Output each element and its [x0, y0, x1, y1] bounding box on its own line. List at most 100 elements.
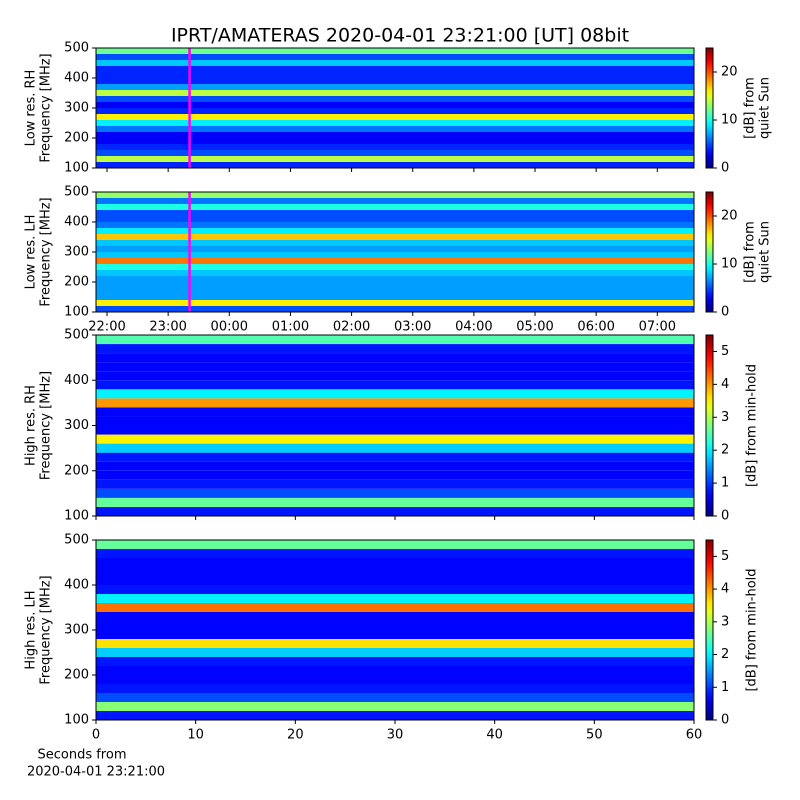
heatmap-cell	[96, 344, 694, 354]
y-tick-label: 200	[64, 463, 89, 478]
heatmap-cell	[96, 461, 694, 471]
x-tick-label: 20	[287, 728, 304, 743]
heatmap-cell	[96, 120, 694, 126]
heatmap-cell	[96, 54, 694, 60]
heatmap-cell	[96, 294, 694, 300]
heatmap-cell	[96, 648, 694, 657]
heatmap-cell	[96, 270, 694, 276]
y-axis-label: Low res. RH	[24, 70, 39, 147]
heatmap-cell	[96, 96, 694, 102]
chart-title: IPRT/AMATERAS 2020-04-01 23:21:00 [UT] 0…	[171, 25, 629, 47]
heatmap-cell	[96, 126, 694, 132]
heatmap-cell	[96, 702, 694, 711]
x-tick-label: 60	[686, 728, 703, 743]
heatmap-cell	[96, 549, 694, 558]
y-tick-label: 400	[64, 578, 89, 593]
heatmap-cell	[96, 198, 694, 204]
y-tick-label: 200	[64, 668, 89, 683]
y-tick-label: 400	[64, 373, 89, 388]
y-tick-label: 400	[64, 215, 89, 230]
y-tick-label: 100	[64, 713, 89, 728]
heatmap-cell	[96, 711, 694, 720]
heatmap-cell	[96, 470, 694, 480]
heatmap-cell	[96, 204, 694, 210]
heatmap-cell	[96, 264, 694, 270]
y-tick-label: 100	[64, 509, 89, 524]
colorbar	[705, 191, 714, 313]
colorbar-tick-label: 0	[721, 161, 729, 176]
heatmap-cell	[96, 288, 694, 294]
heatmap-cell	[96, 621, 694, 630]
heatmap-cell	[96, 138, 694, 144]
colorbar-label: [dB] from min-hold	[745, 568, 760, 691]
colorbar-label: [dB] from	[743, 221, 758, 283]
x-tick-label: 05:00	[516, 320, 553, 335]
heatmap-cell	[96, 362, 694, 372]
heatmap-cell	[96, 132, 694, 138]
heatmap-cell	[96, 234, 694, 240]
heatmap-cell	[96, 240, 694, 246]
heatmap-cell	[96, 72, 694, 78]
heatmap-cell	[96, 108, 694, 114]
y-tick-label: 500	[64, 41, 89, 56]
x-tick-label: 07:00	[639, 320, 676, 335]
x-tick-label: 02:00	[333, 320, 370, 335]
heatmap-cell	[96, 210, 694, 216]
y-axis-label: Frequency [MHz]	[39, 53, 54, 162]
x-axis-label: Seconds from	[37, 748, 126, 763]
heatmap-cell	[96, 252, 694, 258]
x-tick-label: 10	[187, 728, 204, 743]
heatmap-cell	[96, 276, 694, 282]
colorbar	[705, 334, 714, 517]
colorbar-tick-label: 20	[721, 65, 738, 80]
heatmap-cell	[96, 222, 694, 228]
heatmap-cell	[96, 60, 694, 66]
y-tick-label: 300	[64, 623, 89, 638]
y-tick-label: 400	[64, 71, 89, 86]
y-axis-label: Frequency [MHz]	[39, 575, 54, 684]
heatmap-cell	[96, 434, 694, 444]
y-tick-label: 100	[64, 161, 89, 176]
heatmap-cell	[96, 335, 694, 345]
heatmap-cell	[96, 594, 694, 603]
heatmap-cell	[96, 48, 694, 54]
colorbar-tick-label: 3	[721, 614, 729, 629]
y-axis-label: High res. RH	[24, 385, 39, 466]
heatmap-cell	[96, 567, 694, 576]
colorbar-tick-label: 2	[721, 647, 729, 662]
heatmap-cell	[96, 585, 694, 594]
heatmap-cell	[96, 84, 694, 90]
heatmap-cell	[96, 666, 694, 675]
heatmap-cell	[96, 675, 694, 684]
heatmap-cell	[96, 228, 694, 234]
colorbar-tick-label: 5	[721, 549, 729, 564]
y-axis-label: High res. LH	[24, 590, 39, 669]
colorbar-tick-label: 0	[721, 509, 729, 524]
heatmap-cell	[96, 258, 694, 264]
colorbar-label: quiet Sun	[758, 221, 773, 283]
heatmap-cell	[96, 371, 694, 381]
heatmap-cell	[96, 353, 694, 363]
x-tick-label: 06:00	[577, 320, 614, 335]
heatmap-cell	[96, 506, 694, 516]
heatmap-cell	[96, 425, 694, 435]
heatmap-cell	[96, 162, 694, 168]
heatmap-cell	[96, 497, 694, 507]
x-tick-label: 01:00	[272, 320, 309, 335]
heatmap-cell	[96, 306, 694, 312]
heatmap-cell	[96, 558, 694, 567]
colorbar	[705, 539, 714, 721]
x-tick-label: 0	[92, 728, 100, 743]
heatmap-cell	[96, 693, 694, 702]
heatmap-cell	[96, 416, 694, 426]
y-tick-label: 200	[64, 275, 89, 290]
heatmap-cell	[96, 78, 694, 84]
y-axis-label: Frequency [MHz]	[39, 371, 54, 480]
heatmap-cell	[96, 144, 694, 150]
colorbar	[705, 47, 714, 169]
colorbar-tick-label: 4	[721, 582, 729, 597]
colorbar-tick-label: 0	[721, 305, 729, 320]
heatmap-cell	[96, 407, 694, 417]
y-tick-label: 500	[64, 328, 89, 343]
